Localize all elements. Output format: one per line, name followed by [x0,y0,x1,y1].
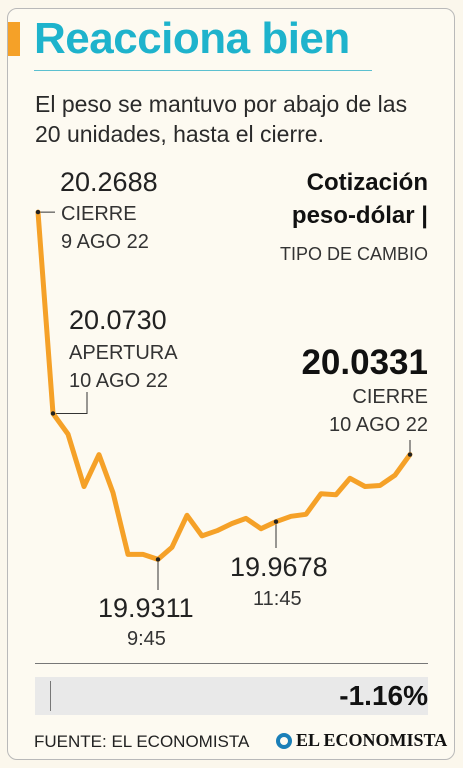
prev-close-point-marker [35,209,41,215]
exchange-rate-line [35,209,413,562]
change-bar-tick [50,681,51,711]
title-rule [34,70,372,71]
low-value: 19.9311 [98,593,194,623]
prev-close-value: 20.2688 [60,167,158,197]
graphic-frame [7,8,455,760]
change-value: -1.16% [339,680,428,711]
brand-name: EL ECONOMISTA [296,730,448,750]
mid-time: 11:45 [253,588,302,610]
open-value: 20.0730 [69,305,167,335]
legend-title-line1: Cotización [306,169,428,196]
annotation-leaders [38,211,411,590]
open-label: APERTURA [69,342,178,364]
mid-point-marker [273,519,279,524]
low-time: 9:45 [127,628,166,650]
page-title: Reacciona bien [34,14,350,63]
legend-title-line2: peso-dólar | [291,202,428,229]
close-value: 20.0331 [301,343,428,382]
page-subtitle: El peso se mantuvo por abajo de las 20 u… [35,91,408,147]
close-date: 10 AGO 22 [329,414,428,436]
brand-icon [276,732,292,749]
annotation-markers [35,209,413,562]
brand-logo: EL ECONOMISTA [276,730,447,751]
source-note: FUENTE: EL ECONOMISTA [34,732,250,751]
open-date: 10 AGO 22 [69,370,168,392]
change-bar [35,677,428,715]
low-point-marker [155,557,161,562]
close-point-marker [407,452,413,457]
open-leader [53,392,88,414]
open-point-marker [50,411,56,416]
title-accent-bar [8,22,20,56]
prev-close-date: 9 AGO 22 [61,231,149,253]
legend-subtitle: TIPO DE CAMBIO [279,244,428,264]
mid-value: 19.9678 [230,552,328,582]
footer-divider [35,663,428,664]
close-label: CIERRE [352,386,428,408]
prev-close-label: CIERRE [61,203,137,225]
